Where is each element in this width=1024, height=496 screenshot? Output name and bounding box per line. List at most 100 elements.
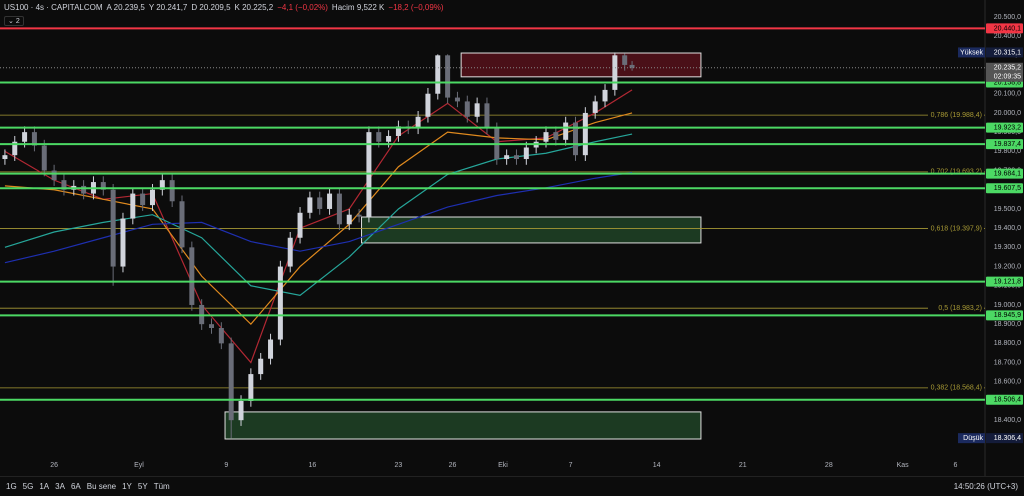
- candle-body: [376, 132, 382, 142]
- toolbar: 1G 5G 1A 3A 6A Bu sene 1Y 5Y Tüm 14:50:26 (UTC+3): [0, 476, 1024, 496]
- level-label: 20.440,1: [994, 25, 1021, 32]
- candle-body: [563, 122, 569, 140]
- marker-name-bg: [958, 433, 985, 444]
- y-tick-label: 19.400,0: [994, 225, 1021, 232]
- fib-label: 0,618 (19.397,9): [931, 225, 982, 232]
- y-tick-label: 19.500,0: [994, 206, 1021, 213]
- y-tick-label: 20.100,0: [994, 91, 1021, 98]
- x-tick-label: 9: [224, 462, 228, 469]
- x-tick-label: Kas: [897, 462, 910, 469]
- level-label: 19.837,4: [994, 141, 1021, 148]
- range-button[interactable]: 1A: [39, 482, 50, 491]
- candle-body: [169, 180, 175, 202]
- range-button[interactable]: 3A: [55, 482, 65, 491]
- candle-body: [346, 214, 352, 225]
- y-tick-label: 19.000,0: [994, 302, 1021, 309]
- level-label: 19.684,1: [994, 170, 1021, 177]
- candle-body: [474, 103, 480, 117]
- candle-body: [415, 116, 421, 129]
- level-label: 19.923,2: [994, 125, 1021, 132]
- candle-body: [336, 193, 342, 225]
- header: US100 · 4s · CAPITALCOM A 20.239,5 Y 20.24…: [4, 3, 448, 12]
- level-label: 18.945,9: [994, 312, 1021, 319]
- candle-body: [287, 237, 293, 267]
- range-button[interactable]: 1G: [6, 482, 17, 491]
- clock: 14:50:26 (UTC+3): [953, 482, 1018, 491]
- range-button[interactable]: Bu sene: [86, 482, 117, 491]
- change: −4,1 (−0,02%): [277, 3, 328, 12]
- x-tick-label: 14: [653, 462, 661, 469]
- candle-body: [81, 185, 87, 194]
- x-tick-label: 26: [449, 462, 457, 469]
- x-tick-label: 21: [739, 462, 747, 469]
- x-tick-label: Eyl: [134, 462, 144, 469]
- candle-body: [395, 126, 401, 136]
- candle-body: [435, 55, 441, 94]
- candle-body: [592, 101, 598, 113]
- fib-label: 0,702 (19.693,2): [931, 169, 982, 176]
- level-label-bg: [986, 139, 1023, 150]
- fib-label: 0,5 (18.983,2): [938, 305, 982, 312]
- candle-body: [209, 324, 215, 329]
- candle-body: [12, 141, 18, 156]
- x-tick-label: 16: [308, 462, 316, 469]
- fib-label-bg: [928, 110, 984, 121]
- range-button[interactable]: 1Y: [122, 482, 132, 491]
- range-list: 1G 5G 1A 3A 6A Bu sene 1Y 5Y Tüm: [0, 482, 170, 491]
- level-label: 19.607,5: [994, 185, 1021, 192]
- level-label-bg: [986, 122, 1023, 133]
- candle-body: [464, 101, 470, 117]
- candle-body: [454, 97, 460, 102]
- candle-body: [297, 212, 303, 238]
- candle-body: [258, 358, 264, 375]
- y-tick-label: 19.800,0: [994, 148, 1021, 155]
- fib-label: 0,382 (18.568,4): [931, 385, 982, 392]
- x-tick-label: 6: [954, 462, 958, 469]
- symbol[interactable]: US100 · 4s · CAPITALCOM: [4, 3, 103, 12]
- candle-body: [51, 170, 57, 181]
- candle-body: [120, 218, 126, 267]
- range-button[interactable]: 5G: [22, 482, 34, 491]
- marker-name-bg: [958, 47, 985, 58]
- fib-label-bg: [928, 223, 984, 234]
- fib-label-bg: [928, 303, 984, 314]
- indicator-count: 2: [15, 18, 20, 25]
- moving-average: [4, 133, 633, 297]
- candle-body: [553, 132, 559, 140]
- x-tick-label: 26: [50, 462, 58, 469]
- last-price-bg: [986, 62, 1023, 82]
- volume: Hacim 9,522 K: [331, 3, 385, 12]
- candle-body: [149, 189, 155, 206]
- marker-value-bg: [986, 47, 1023, 58]
- candle-body: [277, 266, 283, 340]
- candle-body: [445, 55, 451, 98]
- candle-body: [622, 55, 628, 65]
- candle-body: [307, 197, 313, 213]
- ohlc-close: K 20.225,2: [234, 3, 274, 12]
- level-label: 19.121,8: [994, 278, 1021, 285]
- zone: [460, 52, 702, 78]
- candle-body: [327, 193, 333, 209]
- candle-body: [356, 214, 362, 217]
- candle-body: [484, 103, 490, 129]
- x-tick-label: 28: [825, 462, 833, 469]
- candle-body: [523, 147, 529, 160]
- x-tick-label: 7: [569, 462, 573, 469]
- candle-body: [41, 145, 47, 171]
- y-tick-label: 18.400,0: [994, 417, 1021, 424]
- y-tick-label: 20.500,0: [994, 14, 1021, 21]
- ohlc-low: D 20.209,5: [191, 3, 231, 12]
- y-tick-label: 18.800,0: [994, 340, 1021, 347]
- candle-body: [140, 193, 146, 206]
- range-button[interactable]: 5Y: [137, 482, 148, 491]
- chart: 18.400,018.500,018.600,018.700,018.800,0…: [0, 0, 1023, 476]
- candle-body: [504, 155, 510, 160]
- candle-body: [386, 135, 392, 142]
- countdown: 02:09:35: [994, 74, 1021, 81]
- candle-body: [130, 193, 136, 219]
- range-button[interactable]: 6A: [70, 482, 81, 491]
- indicator-toggle[interactable]: ⌄ 2: [4, 16, 24, 26]
- candle-body: [31, 132, 37, 146]
- range-button[interactable]: Tüm: [153, 482, 170, 491]
- y-tick-label: 18.900,0: [994, 321, 1021, 328]
